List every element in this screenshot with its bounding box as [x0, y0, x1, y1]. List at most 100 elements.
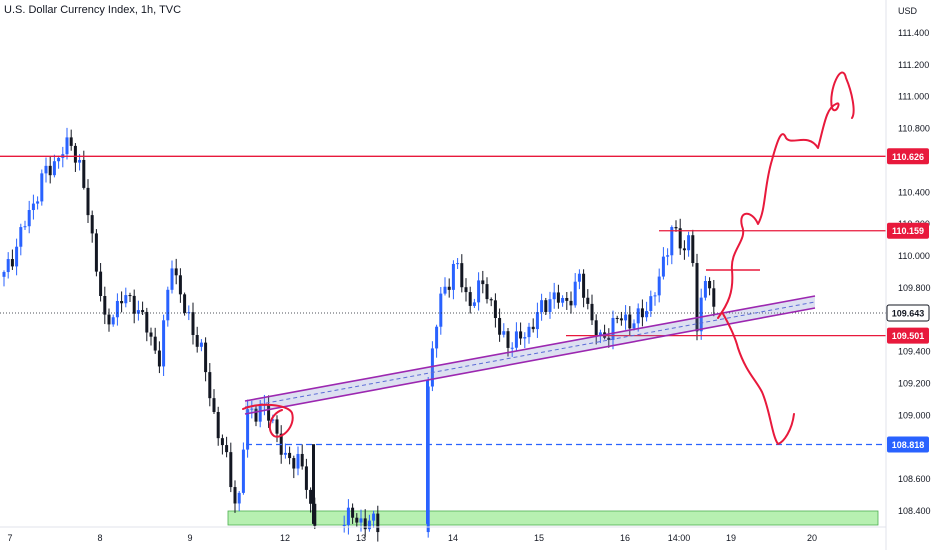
candle [86, 179, 90, 224]
candle-body [611, 317, 615, 340]
candle [174, 258, 178, 285]
candle [99, 262, 103, 302]
candle [506, 327, 510, 357]
candle [225, 436, 229, 458]
candle-body [309, 489, 313, 504]
candle-body [204, 342, 208, 373]
candle [670, 225, 674, 265]
candle [657, 268, 661, 303]
candle [90, 210, 94, 243]
candle [233, 480, 237, 513]
candle-body [178, 275, 182, 295]
candle [157, 341, 161, 374]
candle-body [682, 248, 686, 251]
candle-body [493, 300, 497, 319]
candle [69, 129, 73, 151]
y-tick-label: 108.400 [898, 506, 931, 516]
candle-body [312, 444, 315, 524]
candle-body [498, 318, 502, 335]
candle-body [645, 310, 649, 318]
candle-body [577, 273, 581, 282]
x-tick-label: 7 [7, 533, 12, 543]
candle-body [523, 337, 527, 339]
candle-body [363, 518, 367, 530]
candle [73, 143, 77, 172]
candle-body [451, 263, 455, 290]
candle-body [351, 507, 355, 518]
candle [573, 273, 577, 308]
candle [649, 290, 653, 317]
candle-body [10, 259, 14, 267]
candle [435, 324, 439, 358]
candle-body [624, 314, 628, 321]
candle-body [586, 297, 590, 304]
candle [31, 194, 35, 220]
candle [586, 289, 590, 310]
candle-body [153, 336, 157, 351]
candle-body [548, 299, 552, 312]
candle-body [456, 263, 460, 265]
candle [57, 155, 61, 169]
candle-body [687, 235, 691, 251]
candle [115, 293, 119, 326]
x-tick-label: 14:00 [668, 533, 691, 543]
candle-body [556, 292, 560, 303]
candle-body [99, 271, 103, 297]
x-tick-label: 15 [534, 533, 544, 543]
candle-body [149, 332, 153, 337]
candle-body [195, 335, 199, 347]
candle [149, 327, 153, 346]
candle-body [598, 332, 602, 336]
candle-body [292, 458, 296, 469]
candle [103, 286, 107, 325]
candle-body [372, 513, 376, 521]
candle [687, 231, 691, 257]
candle-body [52, 161, 56, 176]
candle [544, 297, 548, 316]
candle [52, 154, 56, 178]
candle [19, 223, 23, 256]
x-tick-label: 16 [620, 533, 630, 543]
candle-body [712, 288, 716, 307]
price-tag-label: 109.643 [892, 308, 925, 318]
candle [695, 253, 699, 341]
price-tag-label: 109.501 [892, 331, 925, 341]
candle [304, 458, 308, 499]
bullish-path-drawing [717, 71, 855, 319]
candle [645, 301, 649, 322]
candle-body [708, 281, 712, 289]
price-tag-bg [887, 222, 929, 239]
y-tick-labels: 111.400111.200111.000110.800110.400110.2… [898, 28, 931, 516]
candle-body [619, 318, 623, 321]
candle-body [162, 320, 166, 367]
candle-body [111, 317, 115, 325]
candle-body [128, 295, 132, 297]
candle [141, 301, 145, 316]
candle [204, 337, 208, 382]
candle [132, 289, 136, 324]
candle [246, 399, 250, 458]
candle [136, 300, 140, 321]
candle [10, 249, 14, 270]
candle-body [174, 268, 178, 276]
candle [615, 315, 619, 324]
candle-body [607, 337, 611, 340]
candle [535, 302, 539, 338]
candle-body [460, 263, 464, 288]
candle [372, 510, 376, 528]
candle-body [233, 487, 237, 504]
candle-body [187, 312, 191, 314]
candle [170, 260, 174, 294]
candle [187, 305, 191, 321]
candle-body [115, 300, 119, 318]
x-tick-label: 9 [187, 533, 192, 543]
candle-body [485, 284, 489, 300]
candle-body [514, 331, 518, 348]
candle [220, 434, 224, 455]
candle-body [237, 492, 241, 504]
candle-body [304, 466, 308, 490]
y-tick-label: 111.000 [898, 92, 929, 102]
candle [451, 260, 455, 300]
candle [460, 254, 464, 293]
